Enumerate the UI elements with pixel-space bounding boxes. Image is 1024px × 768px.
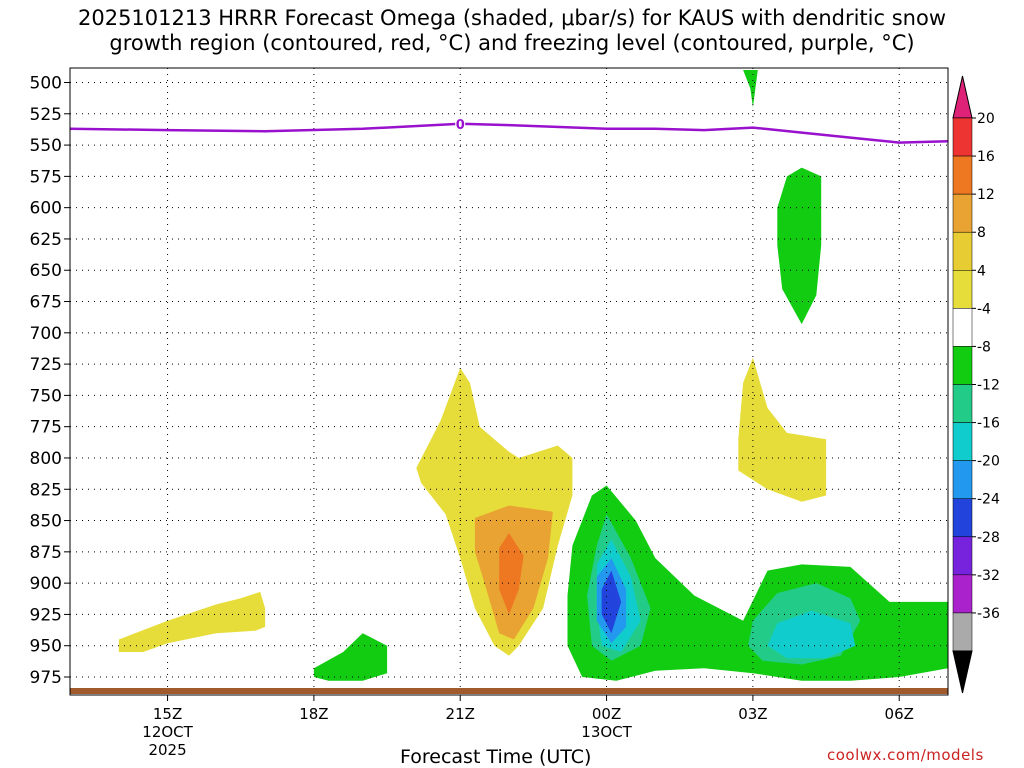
y-tick-label: 675 <box>30 293 62 313</box>
y-tick-label: 525 <box>30 105 62 125</box>
colorbar-swatch <box>952 155 973 195</box>
freezing-level-line <box>69 122 949 144</box>
colorbar-label: -8 <box>977 339 991 355</box>
colorbar-swatch <box>952 193 973 233</box>
colorbar-swatch <box>952 460 973 499</box>
x-tick-label: 18Z <box>299 705 328 723</box>
chart-title-line2: growth region (contoured, red, °C) and f… <box>109 31 915 55</box>
colorbar-bottom-arrow <box>952 650 973 694</box>
colorbar-label: 12 <box>977 187 995 203</box>
y-tick-label: 950 <box>30 637 62 657</box>
colorbar-label: -32 <box>977 568 1000 584</box>
x-tick-sublabel: 13OCT <box>581 723 632 741</box>
y-tick-label: 850 <box>30 512 62 532</box>
plot-frame <box>69 67 949 696</box>
x-axis-label: Forecast Time (UTC) <box>400 746 592 768</box>
omega-region--4-14 <box>743 70 758 108</box>
chart-title-line1: 2025101213 HRRR Forecast Omega (shaded, … <box>77 6 946 30</box>
freezing-level-label-bg <box>455 115 466 131</box>
site-credit: coolwx.com/models <box>827 746 984 764</box>
colorbar-swatch <box>952 270 973 309</box>
colorbar-label: -4 <box>977 301 991 317</box>
y-tick-label: 975 <box>30 668 62 688</box>
x-tick-label: 03Z <box>738 705 767 723</box>
colorbar-top-arrow <box>952 75 973 119</box>
colorbar-swatch <box>952 346 973 385</box>
colorbar-label: 4 <box>977 263 986 279</box>
colorbar-label: -20 <box>977 454 1000 470</box>
y-tick-label: 700 <box>30 324 62 344</box>
omega-region--4-4 <box>313 633 388 681</box>
omega-region-12-3 <box>499 533 524 615</box>
omega-region--12-9 <box>767 610 856 659</box>
y-tick-label: 550 <box>30 136 62 156</box>
x-tick-label: 06Z <box>885 705 914 723</box>
grid-lines <box>70 68 948 695</box>
colorbar-swatch <box>952 117 973 157</box>
colorbar-swatch <box>952 231 973 271</box>
colorbar-label: -12 <box>977 378 1000 394</box>
colorbar-swatch <box>952 384 973 423</box>
y-tick-label: 575 <box>30 167 62 187</box>
omega-region--20-11 <box>601 570 622 634</box>
colorbar-label: -28 <box>977 530 1000 546</box>
y-tick-label: 925 <box>30 605 62 625</box>
y-tick-label: 875 <box>30 543 62 563</box>
x-tick-label: 00Z <box>592 705 621 723</box>
colorbar-swatch <box>952 422 973 461</box>
ground-strip <box>70 688 948 694</box>
freezing-level-contour: 0 <box>69 115 949 144</box>
colorbar-label: -16 <box>977 416 1000 432</box>
y-axis-ticks: 500 525 550 575 600 625 650 675 700 725 750 775 800 8… <box>30 74 70 688</box>
y-tick-label: 800 <box>30 449 62 469</box>
colorbar-swatch <box>952 498 973 538</box>
y-tick-label: 625 <box>30 230 62 250</box>
x-tick-sublabel: 12OCT <box>142 723 193 741</box>
colorbar-swatch <box>952 574 973 614</box>
y-tick-label: 750 <box>30 386 62 406</box>
y-tick-label: 500 <box>30 74 62 94</box>
colorbar-label: -24 <box>977 492 1000 508</box>
colorbar-label: 20 <box>977 111 995 127</box>
freezing-level-label: 0 <box>456 118 465 133</box>
colorbar-label: 8 <box>977 225 986 241</box>
omega-region--4-13 <box>777 167 822 325</box>
x-tick-label: 15Z <box>153 705 182 723</box>
y-tick-label: 650 <box>30 261 62 281</box>
chart-title: 2025101213 HRRR Forecast Omega (shaded, … <box>0 6 1024 56</box>
colorbar-swatch <box>952 308 973 347</box>
colorbar-label: -36 <box>977 606 1000 622</box>
colorbar-label: 16 <box>977 149 995 165</box>
y-tick-label: 725 <box>30 355 62 375</box>
x-tick-label: 21Z <box>446 705 475 723</box>
omega-region-4-0 <box>118 591 266 652</box>
x-tick-sublabel: 2025 <box>148 741 186 759</box>
y-tick-label: 775 <box>30 418 62 438</box>
colorbar-swatch <box>952 536 973 576</box>
omega-shaded-regions <box>118 70 948 681</box>
y-tick-label: 900 <box>30 574 62 594</box>
y-tick-label: 600 <box>30 199 62 219</box>
omega-region-4-12 <box>738 357 827 502</box>
colorbar-swatch <box>952 612 973 652</box>
y-tick-label: 825 <box>30 480 62 500</box>
colorbar: 20 16 12 8 4 -4 -8 -12 -16 -20 -24 -28 -32 -36 <box>952 75 1000 694</box>
ground-surface <box>70 688 948 694</box>
